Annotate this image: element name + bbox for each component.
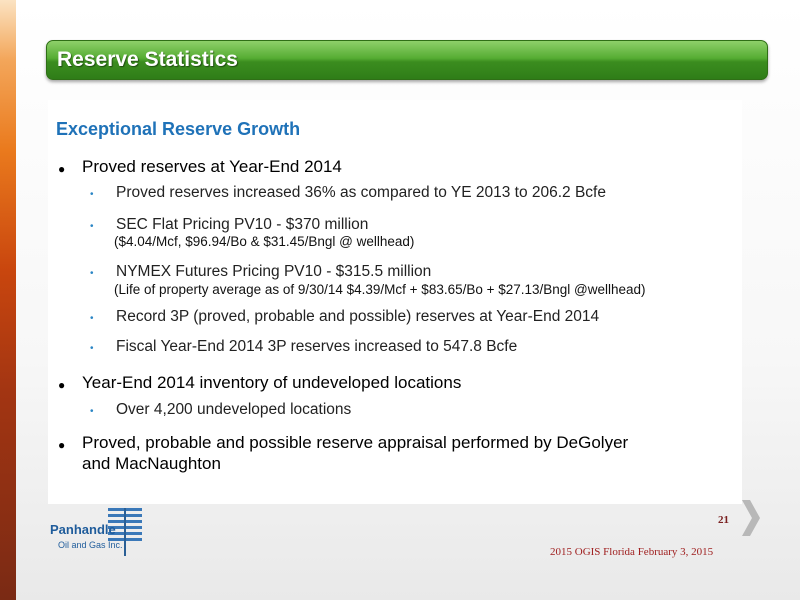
sub-bullet-dot-icon: • (90, 268, 94, 279)
sub-bullet-text: Fiscal Year-End 2014 3P reserves increas… (116, 338, 518, 355)
next-slide-chevron-icon[interactable] (740, 498, 762, 538)
sub-bullet-text: Proved reserves increased 36% as compare… (116, 184, 606, 201)
sub-bullet-dot-icon: • (90, 189, 94, 200)
sub-bullet-text: Over 4,200 undeveloped locations (116, 401, 352, 418)
sub-bullet-dot-icon: • (90, 406, 94, 417)
slide-title: Reserve Statistics (57, 48, 238, 71)
bullet-text: and MacNaughton (82, 454, 221, 473)
bullet-text: Proved reserves at Year-End 2014 (82, 157, 342, 176)
sub-bullet-dot-icon: • (90, 343, 94, 354)
bullet-dot-icon: ● (58, 162, 66, 176)
section-heading: Exceptional Reserve Growth (56, 119, 301, 139)
logo-subtitle: Oil and Gas Inc. (58, 540, 123, 550)
bullet-dot-icon: ● (58, 438, 66, 452)
left-accent-strip (0, 0, 16, 600)
sub-bullet-dot-icon: • (90, 221, 94, 232)
bullet-dot-icon: ● (58, 378, 66, 392)
footer-text: 2015 OGIS Florida February 3, 2015 (550, 546, 714, 558)
sub-bullet-text: NYMEX Futures Pricing PV10 - $315.5 mill… (116, 263, 432, 280)
sub-bullet-text: SEC Flat Pricing PV10 - $370 million (116, 216, 369, 233)
bullet-text: Year-End 2014 inventory of undeveloped l… (82, 373, 462, 392)
bullet-text: Proved, probable and possible reserve ap… (82, 433, 629, 452)
logo-waves-icon (108, 508, 142, 556)
sub-bullet-note: ($4.04/Mcf, $96.94/Bo & $31.45/Bngl @ we… (114, 234, 415, 249)
sub-bullet-dot-icon: • (90, 313, 94, 324)
company-logo: Panhandle Oil and Gas Inc. (50, 506, 144, 558)
content-panel (48, 100, 742, 504)
page-number: 21 (718, 514, 729, 526)
title-bar: Reserve Statistics (46, 40, 768, 80)
sub-bullet-text: Record 3P (proved, probable and possible… (116, 308, 600, 325)
sub-bullet-note: (Life of property average as of 9/30/14 … (114, 282, 646, 297)
logo-name: Panhandle (50, 522, 116, 537)
